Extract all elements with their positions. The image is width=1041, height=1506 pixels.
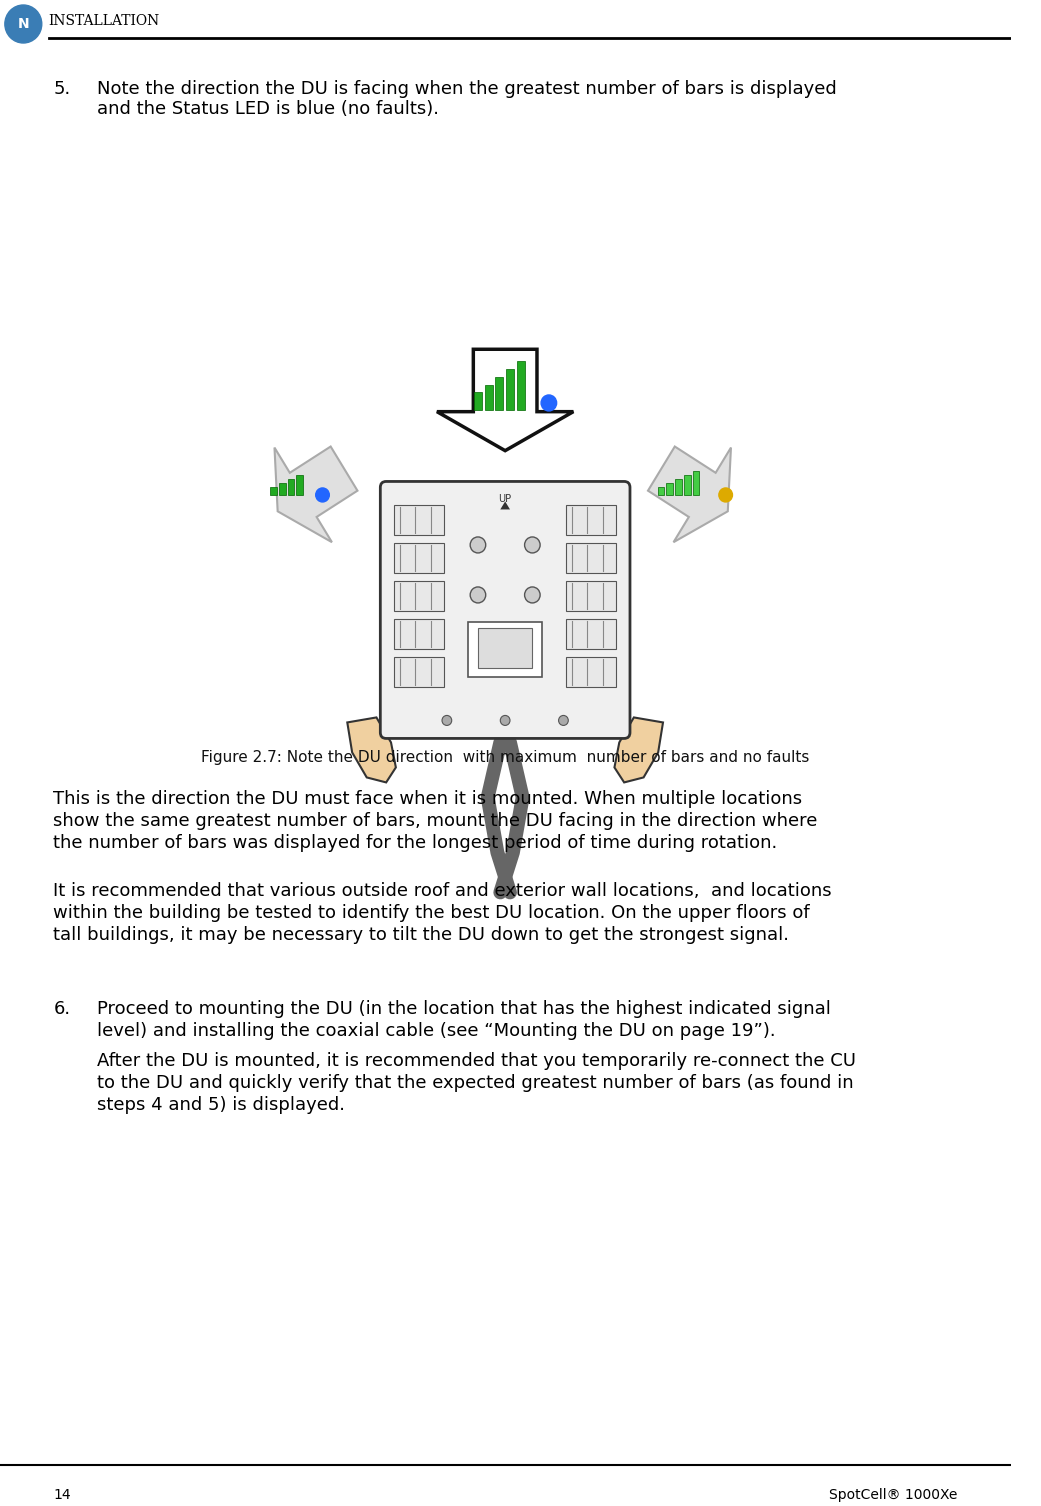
Bar <box>297 474 303 495</box>
Bar <box>478 628 532 669</box>
Text: show the same greatest number of bars, mount the DU facing in the direction wher: show the same greatest number of bars, m… <box>53 812 818 830</box>
Bar <box>566 619 616 649</box>
Bar <box>270 486 277 495</box>
Polygon shape <box>437 349 574 450</box>
Bar <box>496 376 503 410</box>
Text: SpotCell® 1000Xe: SpotCell® 1000Xe <box>830 1488 958 1501</box>
Text: the number of bars was displayed for the longest period of time during rotation.: the number of bars was displayed for the… <box>53 834 778 852</box>
Text: 5.: 5. <box>53 80 71 98</box>
Polygon shape <box>614 717 663 783</box>
Bar <box>566 581 616 611</box>
Circle shape <box>719 488 733 501</box>
Circle shape <box>471 587 486 602</box>
Polygon shape <box>648 446 731 542</box>
Bar <box>506 369 514 410</box>
Bar <box>393 619 445 649</box>
Text: After the DU is mounted, it is recommended that you temporarily re-connect the C: After the DU is mounted, it is recommend… <box>97 1051 856 1069</box>
Polygon shape <box>275 446 357 542</box>
Bar <box>485 386 492 410</box>
Bar <box>516 361 525 410</box>
Bar <box>393 581 445 611</box>
Text: to the DU and quickly verify that the expected greatest number of bars (as found: to the DU and quickly verify that the ex… <box>97 1074 854 1092</box>
Text: within the building be tested to identify the best DU location. On the upper flo: within the building be tested to identif… <box>53 904 810 922</box>
Text: steps 4 and 5) is displayed.: steps 4 and 5) is displayed. <box>97 1096 346 1114</box>
Circle shape <box>501 715 510 726</box>
FancyBboxPatch shape <box>380 482 630 738</box>
Circle shape <box>559 715 568 726</box>
Text: and the Status LED is blue (no faults).: and the Status LED is blue (no faults). <box>97 99 439 117</box>
Text: Note the direction the DU is facing when the greatest number of bars is displaye: Note the direction the DU is facing when… <box>97 80 837 98</box>
Bar <box>684 474 690 495</box>
Bar <box>393 658 445 687</box>
Circle shape <box>315 488 329 501</box>
Text: level) and installing the coaxial cable (see “Mounting the DU on page 19”).: level) and installing the coaxial cable … <box>97 1023 776 1041</box>
Bar <box>474 392 482 410</box>
Circle shape <box>541 395 557 411</box>
Text: tall buildings, it may be necessary to tilt the DU down to get the strongest sig: tall buildings, it may be necessary to t… <box>53 926 789 944</box>
Text: N: N <box>18 17 29 32</box>
Text: UP: UP <box>499 494 512 505</box>
Bar <box>692 471 700 495</box>
Bar <box>566 658 616 687</box>
Bar <box>566 544 616 574</box>
Text: It is recommended that various outside roof and exterior wall locations,  and lo: It is recommended that various outside r… <box>53 883 832 901</box>
Bar <box>658 486 664 495</box>
Text: 14: 14 <box>53 1488 71 1501</box>
Circle shape <box>5 5 42 44</box>
Text: This is the direction the DU must face when it is mounted. When multiple locatio: This is the direction the DU must face w… <box>53 791 803 807</box>
Circle shape <box>525 587 540 602</box>
Bar <box>287 479 295 495</box>
Bar <box>393 544 445 574</box>
Text: Figure 2.7: Note the DU direction  with maximum  number of bars and no faults: Figure 2.7: Note the DU direction with m… <box>201 750 809 765</box>
Bar <box>393 506 445 536</box>
Bar <box>468 622 542 676</box>
Text: INSTALLATION: INSTALLATION <box>49 14 160 29</box>
Circle shape <box>471 538 486 553</box>
Text: Proceed to mounting the DU (in the location that has the highest indicated signa: Proceed to mounting the DU (in the locat… <box>97 1000 831 1018</box>
Circle shape <box>525 538 540 553</box>
Bar <box>566 506 616 536</box>
Text: 6.: 6. <box>53 1000 71 1018</box>
Polygon shape <box>501 501 510 509</box>
Circle shape <box>442 715 452 726</box>
Bar <box>279 483 285 495</box>
Bar <box>676 479 682 495</box>
Bar <box>666 483 674 495</box>
Polygon shape <box>348 717 396 783</box>
